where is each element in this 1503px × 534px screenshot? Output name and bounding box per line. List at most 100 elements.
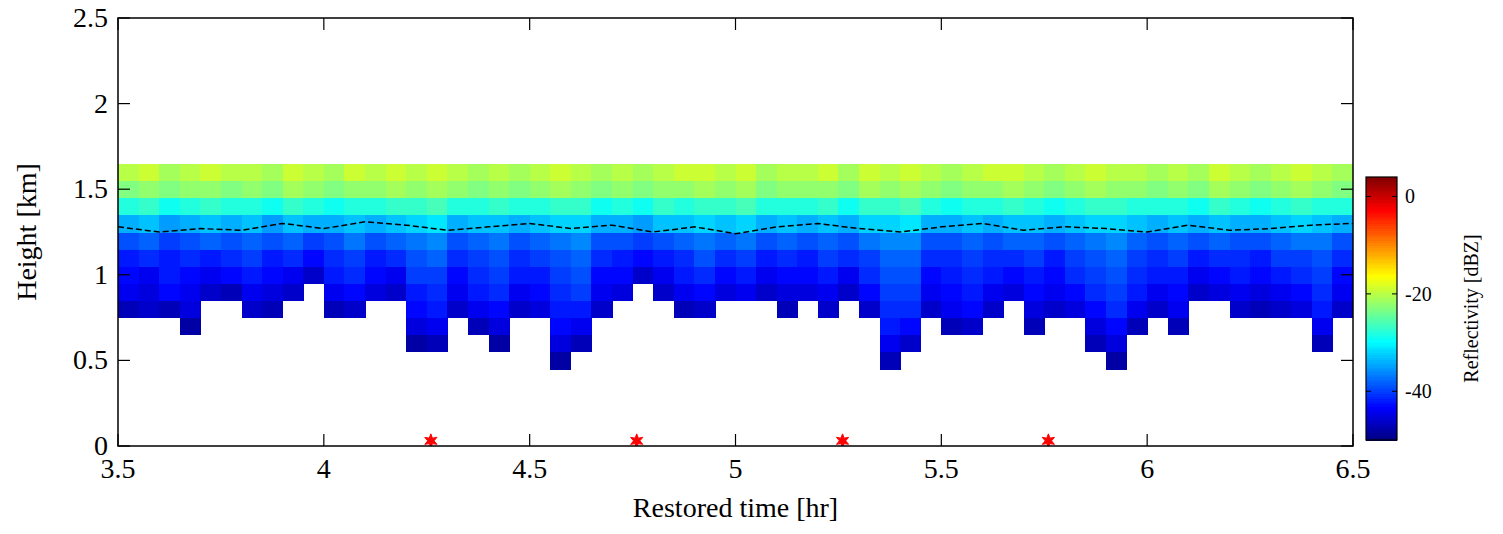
colorbar-tick xyxy=(1366,391,1371,392)
heatmap-cell xyxy=(633,232,654,250)
y-tick-label: 2.5 xyxy=(73,2,108,33)
heatmap-cell xyxy=(591,164,612,182)
heatmap-cell xyxy=(1106,249,1127,267)
heatmap-cell xyxy=(571,249,592,267)
heatmap-cell xyxy=(1332,232,1353,250)
heatmap-cell xyxy=(283,232,304,250)
heatmap-cell xyxy=(550,266,571,284)
heatmap-cell xyxy=(550,249,571,267)
heatmap-cell xyxy=(818,249,839,267)
heatmap-cell xyxy=(838,249,859,267)
heatmap-cell xyxy=(427,181,448,199)
heatmap-cell xyxy=(180,300,201,318)
heatmap-cell xyxy=(941,215,962,233)
heatmap-cell xyxy=(1332,181,1353,199)
heatmap-cell xyxy=(880,164,901,182)
heatmap-cell xyxy=(900,232,921,250)
heatmap-cell xyxy=(1024,283,1045,301)
heatmap-cell xyxy=(468,164,489,182)
heatmap-cell xyxy=(859,249,880,267)
heatmap-cell xyxy=(777,283,798,301)
heatmap-cell xyxy=(283,283,304,301)
heatmap-cell xyxy=(1106,181,1127,199)
heatmap-cell xyxy=(1271,300,1292,318)
heatmap-cell xyxy=(262,300,283,318)
heatmap-cell xyxy=(1147,198,1168,216)
x-tick xyxy=(1352,18,1353,30)
heatmap-cell xyxy=(324,215,345,233)
heatmap-cell xyxy=(571,266,592,284)
colorbar-tick xyxy=(1366,293,1371,294)
heatmap-cell xyxy=(1250,283,1271,301)
heatmap-cell xyxy=(797,198,818,216)
heatmap-cell xyxy=(550,181,571,199)
colorbar-title: Reflectivity [dBZ] xyxy=(1460,234,1483,382)
heatmap-cell xyxy=(983,300,1004,318)
heatmap-cell xyxy=(262,266,283,284)
heatmap-cell xyxy=(880,283,901,301)
heatmap-cell xyxy=(1271,283,1292,301)
x-tick-label: 4 xyxy=(317,453,331,484)
heatmap-cell xyxy=(139,300,160,318)
heatmap-cell xyxy=(139,198,160,216)
heatmap-cell xyxy=(756,181,777,199)
heatmap-cell xyxy=(612,198,633,216)
heatmap-cell xyxy=(1188,283,1209,301)
heatmap-cell xyxy=(838,266,859,284)
heatmap-cell xyxy=(344,283,365,301)
heatmap-cell xyxy=(1332,283,1353,301)
heatmap-cell xyxy=(344,266,365,284)
heatmap-cell xyxy=(180,181,201,199)
heatmap-cell xyxy=(509,249,530,267)
heatmap-cell xyxy=(550,300,571,318)
heatmap-cell xyxy=(1147,164,1168,182)
heatmap-cell xyxy=(900,318,921,336)
heatmap-cell xyxy=(653,181,674,199)
heatmap-cell xyxy=(983,164,1004,182)
heatmap-cell xyxy=(1312,164,1333,182)
heatmap-cell xyxy=(818,198,839,216)
heatmap-cell xyxy=(1065,249,1086,267)
heatmap-cell xyxy=(736,232,757,250)
heatmap-cell xyxy=(427,318,448,336)
heatmap-cell xyxy=(797,232,818,250)
heatmap-cell xyxy=(571,198,592,216)
heatmap-cell xyxy=(736,266,757,284)
heatmap-cell xyxy=(1065,266,1086,284)
heatmap-cell xyxy=(242,266,263,284)
heatmap-cell xyxy=(489,283,510,301)
heatmap-cell xyxy=(386,164,407,182)
heatmap-cell xyxy=(1209,198,1230,216)
heatmap-cell xyxy=(612,249,633,267)
heatmap-cell xyxy=(509,164,530,182)
marker xyxy=(631,434,643,446)
y-tick xyxy=(118,189,130,190)
heatmap-cell xyxy=(674,266,695,284)
heatmap-cell xyxy=(447,266,468,284)
heatmap-cell xyxy=(489,181,510,199)
heatmap-cell xyxy=(1312,318,1333,336)
marker xyxy=(425,434,437,446)
heatmap-cell xyxy=(324,164,345,182)
marker xyxy=(1042,434,1054,446)
heatmap-cell xyxy=(1127,181,1148,199)
heatmap-cell xyxy=(509,266,530,284)
heatmap-cell xyxy=(447,249,468,267)
heatmap-cell xyxy=(612,232,633,250)
heatmap-cell xyxy=(1230,249,1251,267)
heatmap-cell xyxy=(386,266,407,284)
heatmap-cell xyxy=(921,300,942,318)
heatmap-cell xyxy=(653,249,674,267)
heatmap-cell xyxy=(591,249,612,267)
heatmap-cell xyxy=(1250,164,1271,182)
heatmap-cell xyxy=(427,283,448,301)
heatmap-cell xyxy=(344,198,365,216)
heatmap-cell xyxy=(1250,266,1271,284)
y-axis-title: Height [km] xyxy=(11,163,42,301)
heatmap-cell xyxy=(530,283,551,301)
heatmap-cell xyxy=(118,232,139,250)
heatmap-cell xyxy=(242,164,263,182)
heatmap-cell xyxy=(1271,249,1292,267)
heatmap-cell xyxy=(200,283,221,301)
heatmap-cell xyxy=(1065,164,1086,182)
